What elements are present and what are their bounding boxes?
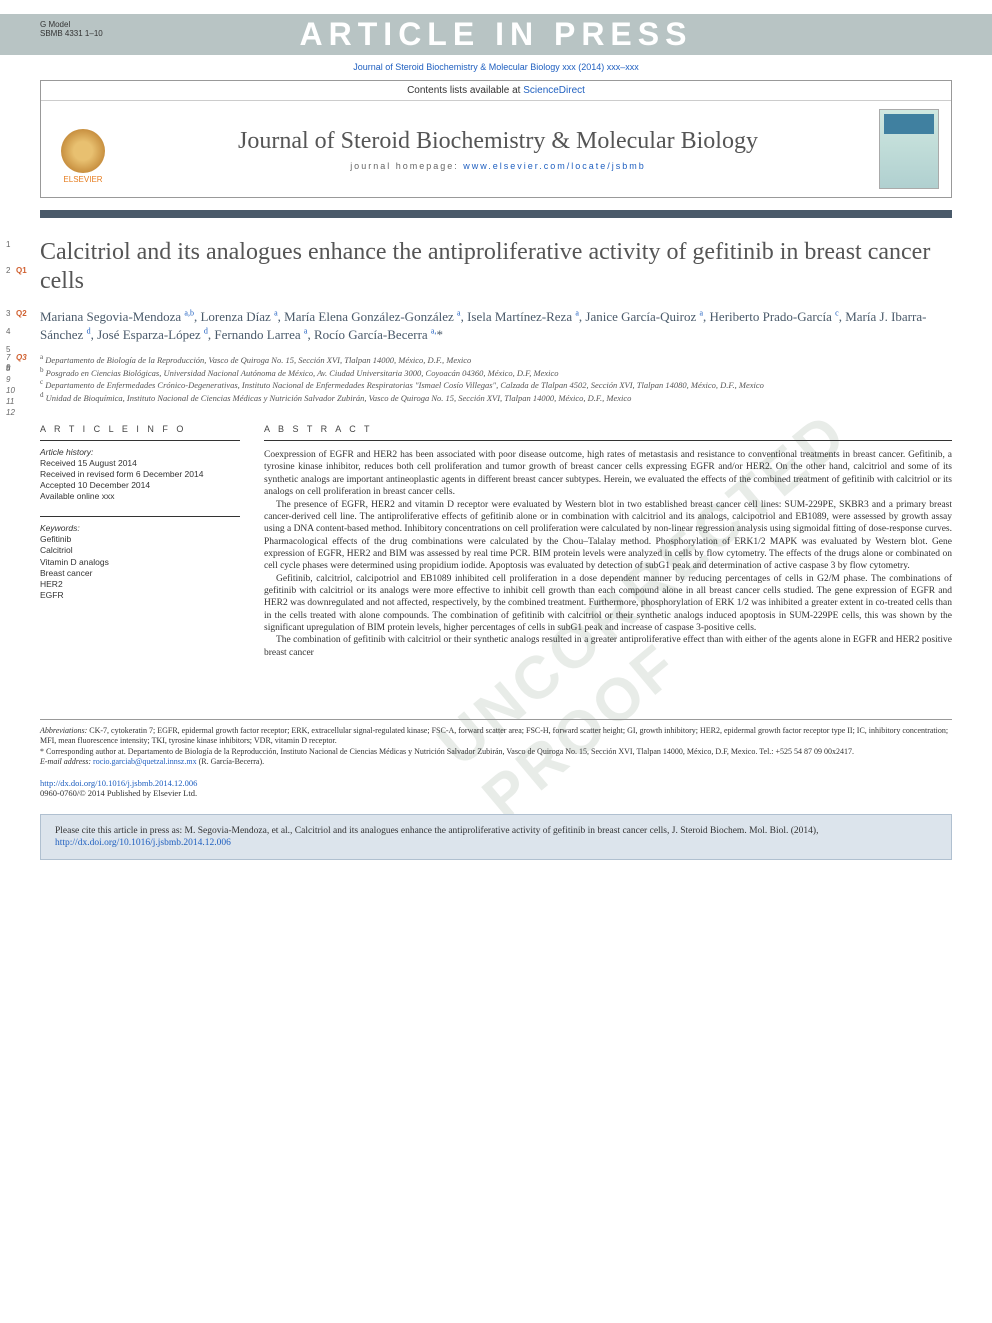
journal-ref-top: Journal of Steroid Biochemistry & Molecu… [40,62,952,72]
email-person: (R. García-Becerra). [197,757,265,766]
affiliation-line: d Unidad de Bioquímica, Instituto Nacion… [40,391,952,404]
line-number: 8 [6,364,10,374]
journal-homepage-line: journal homepage: www.elsevier.com/locat… [129,161,867,171]
cite-doi-link[interactable]: http://dx.doi.org/10.1016/j.jsbmb.2014.1… [55,838,231,848]
abstract-paragraph: The combination of gefitinib with calcit… [264,634,952,659]
article-info-head: A R T I C L E I N F O [40,424,240,434]
contents-text: Contents lists available at [407,85,523,96]
cite-box: Please cite this article in press as: M.… [40,814,952,861]
abstract-paragraph: The presence of EGFR, HER2 and vitamin D… [264,499,952,573]
affiliation-line: c Departamento de Enfermedades Crónico-D… [40,378,952,391]
keywords-block: Keywords: GefitinibCalcitriolVitamin D a… [40,523,240,600]
corresponding-text: Departamento de Biología de la Reproducc… [128,747,854,756]
abstract-paragraph: Coexpression of EGFR and HER2 has been a… [264,449,952,498]
elsevier-logo: ELSEVIER [53,114,113,184]
affiliation-line: b Posgrado en Ciencias Biológicas, Unive… [40,366,952,379]
article-info-column: A R T I C L E I N F O Article history: R… [40,424,240,659]
history-accepted: Accepted 10 December 2014 [40,480,240,491]
keyword: Vitamin D analogs [40,557,240,568]
article-history: Article history: Received 15 August 2014… [40,447,240,502]
history-received: Received 15 August 2014 [40,458,240,469]
history-label: Article history: [40,447,240,458]
email-link[interactable]: rocio.garciab@quetzal.innsz.mx [93,757,197,766]
email-line: E-mail address: rocio.garciab@quetzal.in… [40,757,952,767]
line-number: 1 [6,240,10,250]
journal-header-box: Contents lists available at ScienceDirec… [40,80,952,198]
cite-text: Please cite this article in press as: M.… [55,826,818,836]
gmodel-label: G Model [40,20,952,29]
affiliations: 7 Q3 8 9 10 11 12 a Departamento de Biol… [40,353,952,405]
footnotes: Abbreviations: CK-7, cytokeratin 7; EGFR… [40,719,952,768]
author-list: 3 Q2 4 5 6 Mariana Segovia-Mendoza a,b, … [40,308,952,345]
journal-name: Journal of Steroid Biochemistry & Molecu… [129,128,867,155]
affiliation-line: a Departamento de Biología de la Reprodu… [40,353,952,366]
abbrev-text: CK-7, cytokeratin 7; EGFR, epidermal gro… [40,726,948,745]
query-marker: Q1 [16,266,27,276]
line-number: 10 [6,386,15,396]
gmodel-block: G Model SBMB 4331 1–10 [40,20,952,38]
abbrev-label: Abbreviations: [40,726,87,735]
abstract-column: A B S T R A C T Coexpression of EGFR and… [264,424,952,659]
corresponding-author-line: * Corresponding author at. Departamento … [40,747,952,757]
keyword: Calcitriol [40,545,240,556]
keyword: EGFR [40,590,240,601]
sciencedirect-link[interactable]: ScienceDirect [523,85,585,96]
keywords-label: Keywords: [40,523,240,534]
line-number: 4 [6,326,10,337]
keyword: Gefitinib [40,534,240,545]
doi-block: http://dx.doi.org/10.1016/j.jsbmb.2014.1… [40,778,952,798]
copyright-line: 0960-0760/© 2014 Published by Elsevier L… [40,788,197,798]
elsevier-tree-icon [61,129,105,173]
keyword: Breast cancer [40,568,240,579]
contents-lists-line: Contents lists available at ScienceDirec… [41,81,951,101]
journal-cover-thumbnail [879,109,939,189]
line-number: 3 [6,308,10,319]
homepage-link[interactable]: www.elsevier.com/locate/jsbmb [463,161,646,171]
gmodel-code: SBMB 4331 1–10 [40,29,103,38]
query-marker: Q3 [16,353,27,363]
elsevier-label: ELSEVIER [63,175,102,184]
article-title: 1 2 Q1 Calcitriol and its analogues enha… [40,238,952,296]
corresponding-label: * Corresponding author at. [40,747,128,756]
line-number: 2 [6,266,10,276]
query-marker: Q2 [16,308,27,319]
homepage-label: journal homepage: [350,161,463,171]
history-online: Available online xxx [40,491,240,502]
email-label: E-mail address: [40,757,93,766]
line-number: 7 [6,353,10,363]
abstract-paragraph: Gefitinib, calcitriol, calcipotriol and … [264,573,952,635]
line-number: 9 [6,375,10,385]
doi-link[interactable]: http://dx.doi.org/10.1016/j.jsbmb.2014.1… [40,778,197,788]
abstract-head: A B S T R A C T [264,424,952,434]
history-revised: Received in revised form 6 December 2014 [40,469,240,480]
line-number: 12 [6,408,15,418]
abstract-text: Coexpression of EGFR and HER2 has been a… [264,449,952,659]
keyword: HER2 [40,579,240,590]
accent-bar [40,210,952,218]
line-number: 11 [6,397,14,407]
abbreviations-line: Abbreviations: CK-7, cytokeratin 7; EGFR… [40,726,952,747]
